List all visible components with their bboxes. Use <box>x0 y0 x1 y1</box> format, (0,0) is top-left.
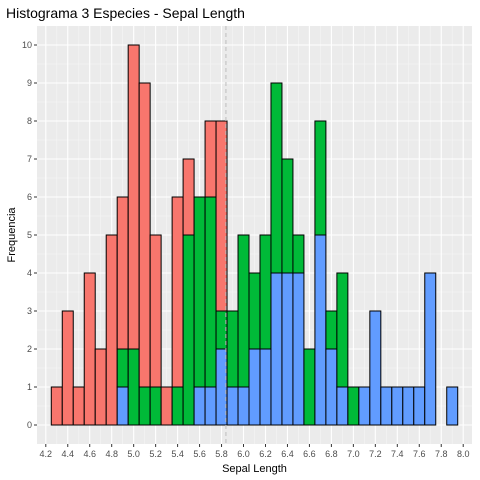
x-tick-label: 8.0 <box>457 449 470 459</box>
histogram-bar <box>215 310 228 350</box>
histogram-bar <box>259 348 272 426</box>
y-tick-label: 9 <box>27 78 32 88</box>
x-tick-label: 6.2 <box>259 449 272 459</box>
histogram-bar <box>358 386 371 426</box>
x-tick-label: 7.4 <box>391 449 404 459</box>
histogram-bar <box>391 386 404 426</box>
x-tick-label: 7.6 <box>413 449 426 459</box>
y-tick-label: 1 <box>27 382 32 392</box>
histogram-bar <box>50 386 63 426</box>
x-tick-label: 4.6 <box>83 449 96 459</box>
y-tick-label: 10 <box>22 40 32 50</box>
chart-title: Histograma 3 Especies - Sepal Length <box>6 5 245 21</box>
histogram-bar <box>237 234 250 388</box>
y-tick-label: 0 <box>27 420 32 430</box>
histogram-bar <box>325 310 338 350</box>
histogram-bar <box>336 272 349 388</box>
histogram-bar <box>380 386 393 426</box>
histogram-bar <box>369 310 382 426</box>
histogram-bar <box>193 196 206 388</box>
histogram-bar <box>336 386 349 426</box>
x-tick-label: 7.0 <box>347 449 360 459</box>
histogram-bar <box>204 120 217 198</box>
histogram-bar <box>226 386 239 426</box>
y-tick-label: 7 <box>27 154 32 164</box>
x-tick-label: 6.8 <box>325 449 338 459</box>
y-tick-label: 2 <box>27 344 32 354</box>
histogram-bar <box>314 234 327 426</box>
histogram-bar <box>182 158 195 236</box>
histogram-bar <box>204 196 217 388</box>
y-axis-title: Frequencia <box>6 207 18 263</box>
histogram-bar <box>215 348 228 426</box>
histogram-bar <box>116 348 129 388</box>
x-tick-label: 5.0 <box>127 449 140 459</box>
x-tick-label: 6.4 <box>281 449 294 459</box>
x-tick-label: 5.4 <box>171 449 184 459</box>
x-tick-label: 5.8 <box>215 449 228 459</box>
histogram-bar <box>413 386 426 426</box>
histogram-bar <box>325 348 338 426</box>
histogram-bar <box>94 348 107 426</box>
histogram-bar <box>259 234 272 350</box>
histogram-bar <box>248 272 261 350</box>
x-tick-label: 7.2 <box>369 449 382 459</box>
histogram-bar <box>248 348 261 426</box>
histogram-bar <box>149 386 162 426</box>
x-tick-label: 4.8 <box>105 449 118 459</box>
x-tick-label: 7.8 <box>435 449 448 459</box>
y-tick-label: 6 <box>27 192 32 202</box>
histogram-bar <box>160 386 173 426</box>
histogram-bar <box>292 272 305 426</box>
histogram-bar <box>127 348 140 426</box>
y-axis-ticks: 0 1 2 3 4 5 6 7 8 9 10 <box>22 40 37 430</box>
y-tick-label: 4 <box>27 268 32 278</box>
histogram-bar <box>116 386 129 426</box>
histogram-bar <box>215 120 228 312</box>
histogram-bar <box>127 44 140 350</box>
histogram-bar <box>138 386 151 426</box>
histogram-bar <box>424 272 437 426</box>
histogram-bar <box>446 386 459 426</box>
histogram-bar <box>402 386 415 426</box>
histogram-bar <box>61 310 74 426</box>
histogram-bar <box>204 386 217 426</box>
x-tick-label: 5.2 <box>149 449 162 459</box>
histogram-bar <box>314 120 327 236</box>
x-tick-label: 6.6 <box>303 449 316 459</box>
histogram-bar <box>281 158 294 274</box>
histogram-bar <box>116 196 129 350</box>
histogram-bar <box>292 234 305 274</box>
histogram-bar <box>270 272 283 426</box>
histogram-bar <box>226 310 239 388</box>
y-tick-label: 5 <box>27 230 32 240</box>
histogram-bar <box>138 82 151 388</box>
histogram-bar <box>83 272 96 426</box>
y-tick-label: 3 <box>27 306 32 316</box>
histogram-bar <box>281 272 294 426</box>
histogram-bar <box>237 386 250 426</box>
histogram-bars <box>50 44 459 426</box>
histogram-bar <box>182 234 195 426</box>
x-axis-title: Sepal Length <box>222 463 287 475</box>
histogram-bar <box>303 348 316 426</box>
x-tick-label: 5.6 <box>193 449 206 459</box>
histogram-bar <box>171 196 184 388</box>
y-tick-label: 8 <box>27 116 32 126</box>
histogram-bar <box>270 82 283 274</box>
histogram-bar <box>193 386 206 426</box>
histogram-bar <box>149 234 162 388</box>
x-tick-label: 4.2 <box>40 449 53 459</box>
histogram-bar <box>72 386 85 426</box>
histogram-bar <box>105 234 118 426</box>
x-axis-ticks: 4.2 4.4 4.6 4.8 5.0 5.2 5.4 5.6 5.8 6.0 6.2 6.4 6.6 6… <box>40 444 470 459</box>
x-tick-label: 6.0 <box>237 449 250 459</box>
histogram-bar <box>171 386 184 426</box>
x-tick-label: 4.4 <box>61 449 74 459</box>
histogram-bar <box>347 386 360 426</box>
